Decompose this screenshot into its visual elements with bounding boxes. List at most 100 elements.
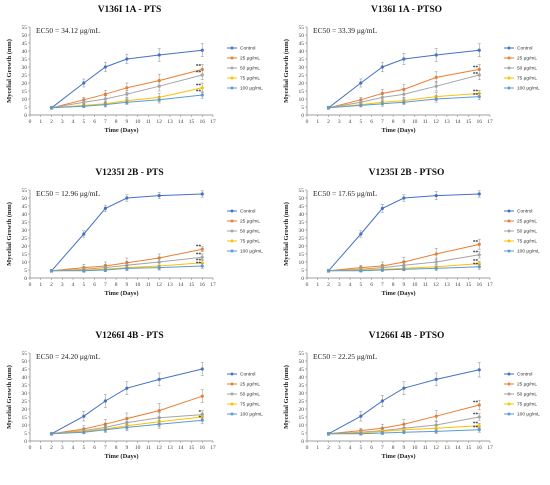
x-tick-label: 8 (115, 119, 118, 125)
ec50-annotation: EC50 = 34.12 μg/mL (36, 26, 101, 35)
x-tick-label: 10 (135, 282, 141, 288)
y-tick-label: 30 (22, 228, 28, 234)
y-tick-label: 50 (299, 196, 305, 202)
y-tick-label: 45 (22, 367, 28, 373)
data-point (82, 430, 86, 434)
legend-label: 25 μg/mL (517, 56, 537, 62)
x-tick-label: 13 (444, 445, 450, 451)
x-tick-label: 16 (199, 119, 205, 125)
x-tick-label: 6 (93, 119, 96, 125)
x-tick-label: 1 (39, 119, 42, 125)
y-tick-label: 35 (22, 383, 28, 389)
legend-label: 100 μg/mL (240, 249, 263, 255)
data-point (359, 432, 363, 436)
x-tick-label: 9 (126, 282, 129, 288)
data-point (477, 73, 481, 77)
series-line (328, 369, 480, 435)
ec50-annotation: EC50 = 12.96 μg/mL (36, 189, 101, 198)
y-tick-label: 50 (22, 196, 28, 202)
y-axis-title: Mycelial Growth (mm) (283, 202, 290, 266)
legend-marker (230, 46, 234, 50)
x-tick-label: 0 (306, 445, 309, 451)
legend-label: 75 μg/mL (240, 239, 260, 245)
x-tick-label: 10 (412, 119, 418, 125)
y-axis-title: Mycelial Growth (mm) (6, 365, 13, 429)
data-point (477, 265, 481, 269)
y-tick-label: 10 (22, 97, 28, 103)
y-tick-label: 55 (299, 25, 305, 31)
x-tick-label: 3 (338, 445, 341, 451)
x-tick-label: 14 (455, 445, 461, 451)
significance-mark: ** (473, 89, 479, 95)
significance-mark: ** (473, 72, 479, 78)
data-point (200, 255, 204, 259)
legend-label: 50 μg/mL (240, 229, 260, 235)
x-tick-label: 5 (359, 445, 362, 451)
data-point (402, 430, 406, 434)
y-tick-label: 20 (22, 81, 28, 87)
y-tick-label: 30 (22, 391, 28, 397)
data-point (380, 431, 384, 435)
x-tick-label: 0 (29, 119, 32, 125)
y-tick-label: 10 (299, 97, 305, 103)
y-tick-label: 40 (299, 375, 305, 381)
data-point (402, 386, 406, 390)
y-tick-label: 20 (22, 407, 28, 413)
x-tick-label: 2 (50, 282, 53, 288)
series-line (51, 256, 203, 272)
y-tick-label: 50 (299, 359, 305, 365)
y-tick-label: 40 (299, 49, 305, 55)
legend-marker (507, 412, 511, 416)
legend-label: Control (240, 209, 255, 215)
data-point (477, 415, 481, 419)
data-point (200, 247, 204, 251)
data-point (103, 399, 107, 403)
data-point (477, 403, 481, 407)
x-axis-title: Time (Days) (104, 127, 138, 134)
data-point (402, 92, 406, 96)
y-tick-label: 50 (22, 359, 28, 365)
data-point (477, 428, 481, 432)
x-tick-label: 4 (72, 282, 75, 288)
x-tick-label: 16 (199, 445, 205, 451)
data-point (434, 429, 438, 433)
legend-label: Control (517, 46, 532, 52)
data-point (103, 103, 107, 107)
data-point (434, 266, 438, 270)
x-axis-title: Time (Days) (381, 127, 415, 134)
series-line (328, 243, 480, 272)
x-tick-label: 14 (455, 119, 461, 125)
series-line (51, 265, 203, 272)
y-tick-label: 55 (299, 351, 305, 357)
legend-marker (507, 209, 511, 213)
x-tick-label: 3 (61, 282, 64, 288)
legend-label: 50 μg/mL (517, 66, 537, 72)
data-point (477, 424, 481, 428)
x-tick-label: 3 (61, 445, 64, 451)
x-tick-label: 7 (104, 119, 107, 125)
data-point (477, 192, 481, 196)
data-point (200, 86, 204, 90)
data-point (200, 394, 204, 398)
y-axis-title: Mycelial Growth (mm) (6, 39, 13, 103)
y-tick-label: 45 (299, 204, 305, 210)
ec50-annotation: EC50 = 24.20 μg/mL (36, 352, 101, 361)
y-tick-label: 35 (299, 220, 305, 226)
legend-label: 75 μg/mL (517, 76, 537, 82)
legend-label: Control (517, 209, 532, 215)
y-tick-label: 55 (299, 188, 305, 194)
x-tick-label: 13 (444, 119, 450, 125)
data-point (402, 57, 406, 61)
data-point (477, 95, 481, 99)
y-tick-label: 10 (299, 260, 305, 266)
significance-mark: ** (473, 425, 479, 431)
legend-label: 25 μg/mL (240, 56, 260, 62)
x-tick-label: 17 (210, 119, 216, 125)
data-point (157, 194, 161, 198)
legend-label: 100 μg/mL (517, 86, 540, 92)
x-tick-label: 0 (306, 119, 309, 125)
x-tick-label: 1 (316, 282, 319, 288)
data-point (125, 266, 129, 270)
y-tick-label: 25 (22, 73, 28, 79)
data-point (157, 266, 161, 270)
